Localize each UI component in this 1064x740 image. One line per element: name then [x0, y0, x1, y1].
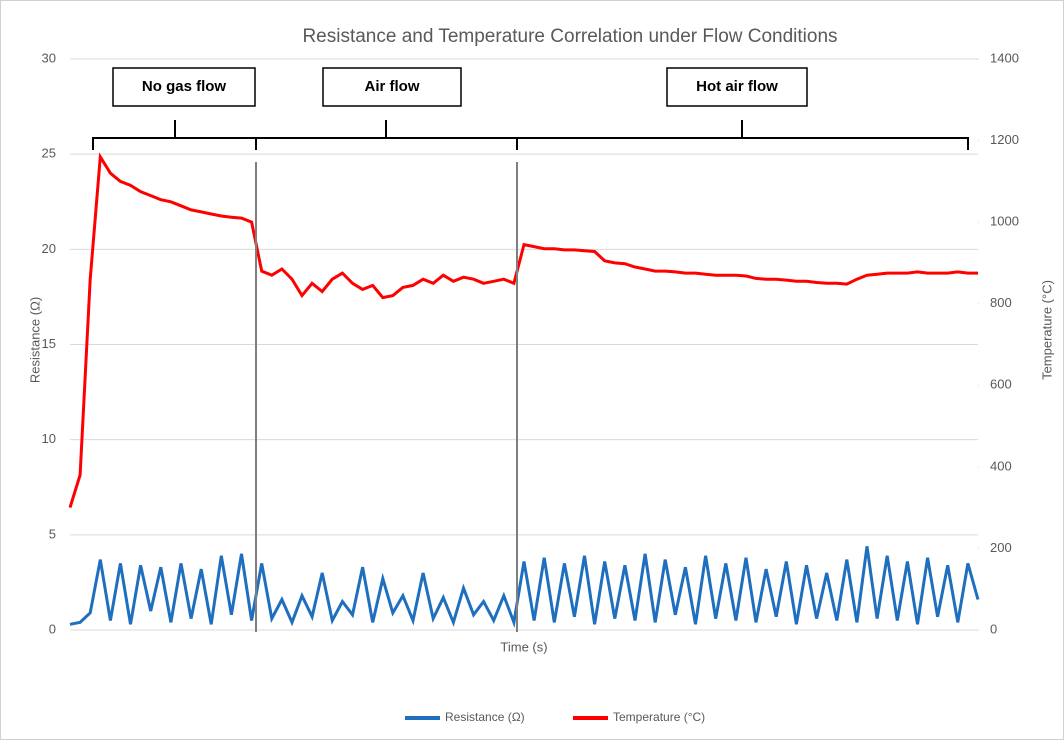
- y2-tick-label: 1000: [990, 214, 1019, 229]
- annotation: Hot air flow: [696, 78, 778, 95]
- legend-label: Temperature (°C): [613, 710, 705, 724]
- y2-tick-label: 800: [990, 295, 1012, 310]
- y2-tick-label: 600: [990, 377, 1012, 392]
- y2-tick-label: 200: [990, 540, 1012, 555]
- y2-tick-label: 0: [990, 621, 997, 636]
- annotation: No gas flow: [142, 78, 227, 95]
- y-tick-label: 10: [42, 431, 56, 446]
- y2-axis-label: Temperature (°C): [1039, 280, 1054, 380]
- annotation-box: [666, 67, 808, 107]
- series-line: [69, 546, 980, 629]
- legend-label: Resistance (Ω): [445, 710, 525, 724]
- y2-tick-label: 400: [990, 458, 1012, 473]
- y-tick-label: 0: [49, 621, 56, 636]
- y-tick-label: 5: [49, 526, 56, 541]
- chart-title: Resistance and Temperature Correlation u…: [302, 26, 837, 47]
- annotation-box: [322, 67, 462, 107]
- series-line: [68, 152, 978, 509]
- bracket: [516, 120, 969, 150]
- y-tick-label: 25: [42, 146, 56, 161]
- annotation-box: [112, 67, 256, 107]
- y-tick-label: 30: [42, 50, 56, 65]
- y2-tick-label: 1200: [990, 132, 1019, 147]
- plot-area: [68, 58, 980, 631]
- brackets: [92, 120, 969, 150]
- y-axis-label: Resistance (Ω): [27, 297, 42, 383]
- y-tick-label: 15: [42, 336, 56, 351]
- y-tick-label: 20: [42, 241, 56, 256]
- y2-tick-label: 1400: [990, 50, 1019, 65]
- annotation: Air flow: [365, 78, 420, 95]
- x-axis-label: Time (s): [500, 639, 547, 654]
